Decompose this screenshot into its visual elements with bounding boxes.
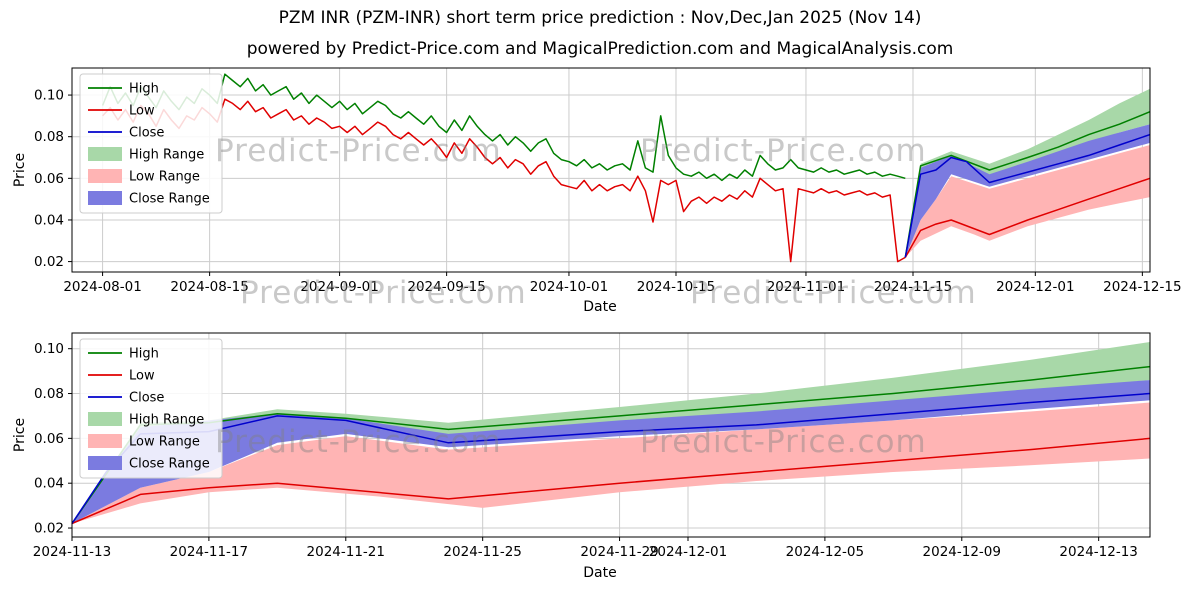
legend-label: High <box>129 347 159 362</box>
bottom-x-axis-label: Date <box>583 565 617 581</box>
line-low-history <box>102 98 906 263</box>
legend-label: Low <box>129 104 155 119</box>
legend-label: Low Range <box>129 435 200 450</box>
top-chart: 2024-08-01 2024-08-15 2024-09-01 2024-09-15… <box>34 67 1182 295</box>
legend-sample-low_range <box>88 434 122 448</box>
y-tick-labels: 0.02 0.04 0.06 0.08 0.10 <box>34 88 72 270</box>
y-tick-label: 0.02 <box>34 254 64 270</box>
x-tick-label: 2024-11-15 <box>874 279 952 295</box>
x-tick-label: 2024-12-01 <box>996 279 1074 295</box>
band-close-range <box>72 380 1150 524</box>
legend-sample-high_range <box>88 147 122 161</box>
x-tick-label: 2024-08-15 <box>170 279 248 295</box>
chart-subtitle: powered by Predict-Price.com and Magical… <box>246 39 954 59</box>
legend-sample-close_range <box>88 191 122 205</box>
x-tick-label: 2024-09-15 <box>407 279 485 295</box>
x-tick-label: 2024-12-09 <box>923 544 1001 560</box>
legend-label: Close <box>129 391 164 406</box>
band-high-range <box>905 88 1150 258</box>
legend: High Low Close High Range Low Range Close Ran… <box>79 338 223 479</box>
band-low-range <box>905 145 1150 258</box>
y-tick-label: 0.04 <box>34 476 64 492</box>
x-tick-label: 2024-11-21 <box>307 544 385 560</box>
plot-border <box>71 67 1151 273</box>
x-tick-label: 2024-12-13 <box>1059 544 1137 560</box>
x-tick-label: 2024-11-13 <box>33 544 111 560</box>
band-high-range <box>72 342 1150 524</box>
y-tick-label: 0.06 <box>34 431 64 447</box>
legend-sample-close_range <box>88 456 122 470</box>
y-tick-labels: 0.02 0.04 0.06 0.08 0.10 <box>34 341 72 537</box>
x-tick-label: 2024-12-05 <box>786 544 864 560</box>
y-tick-label: 0.06 <box>34 171 64 187</box>
line-high-history <box>101 73 906 182</box>
legend-label: High Range <box>129 148 204 163</box>
legend-sample-high_range <box>88 412 122 426</box>
legend-label: High <box>129 82 159 97</box>
legend-label: Low <box>129 369 155 384</box>
y-tick-label: 0.10 <box>34 341 64 357</box>
legend-label: Low Range <box>129 170 200 185</box>
band-close-range <box>905 124 1150 258</box>
y-tick-label: 0.08 <box>34 386 64 402</box>
x-tick-label: 2024-10-15 <box>637 279 715 295</box>
x-tick-label: 2024-11-29 <box>580 544 658 560</box>
x-tick-label: 2024-09-01 <box>300 279 378 295</box>
x-tick-label: 2024-11-25 <box>443 544 521 560</box>
legend-label: High Range <box>129 413 204 428</box>
y-tick-label: 0.10 <box>34 88 64 104</box>
x-tick-labels: 2024-11-13 2024-11-17 2024-11-21 2024-11-25… <box>33 537 1138 560</box>
x-tick-label: 2024-12-15 <box>1103 279 1181 295</box>
line-close-forecast <box>904 133 1151 258</box>
x-tick-label: 2024-10-01 <box>530 279 608 295</box>
line-low-forecast <box>71 437 1151 525</box>
x-tick-label: 2024-11-17 <box>170 544 248 560</box>
line-low-forecast <box>904 177 1151 258</box>
bottom-chart: 2024-11-13 2024-11-17 2024-11-21 2024-11-25… <box>33 332 1151 560</box>
line-high-forecast <box>904 111 1151 258</box>
legend-label: Close Range <box>129 457 210 472</box>
y-tick-label: 0.04 <box>34 212 64 228</box>
y-tick-label: 0.02 <box>34 521 64 537</box>
plot-border <box>71 332 1151 538</box>
chart-title: PZM INR (PZM-INR) short term price predi… <box>278 8 922 28</box>
x-tick-label: 2024-08-01 <box>63 279 141 295</box>
x-tick-label: 2024-12-01 <box>649 544 727 560</box>
x-tick-label: 2024-11-01 <box>767 279 845 295</box>
top-x-axis-label: Date <box>583 299 617 315</box>
y-tick-label: 0.08 <box>34 129 64 145</box>
legend: High Low Close High Range Low Range Close Ran… <box>79 73 223 214</box>
x-tick-labels: 2024-08-01 2024-08-15 2024-09-01 2024-09-15… <box>63 272 1182 295</box>
legend-label: Close <box>129 126 164 141</box>
legend-label: Close Range <box>129 192 210 207</box>
band-low-range <box>72 402 1150 524</box>
legend-sample-low_range <box>88 169 122 183</box>
